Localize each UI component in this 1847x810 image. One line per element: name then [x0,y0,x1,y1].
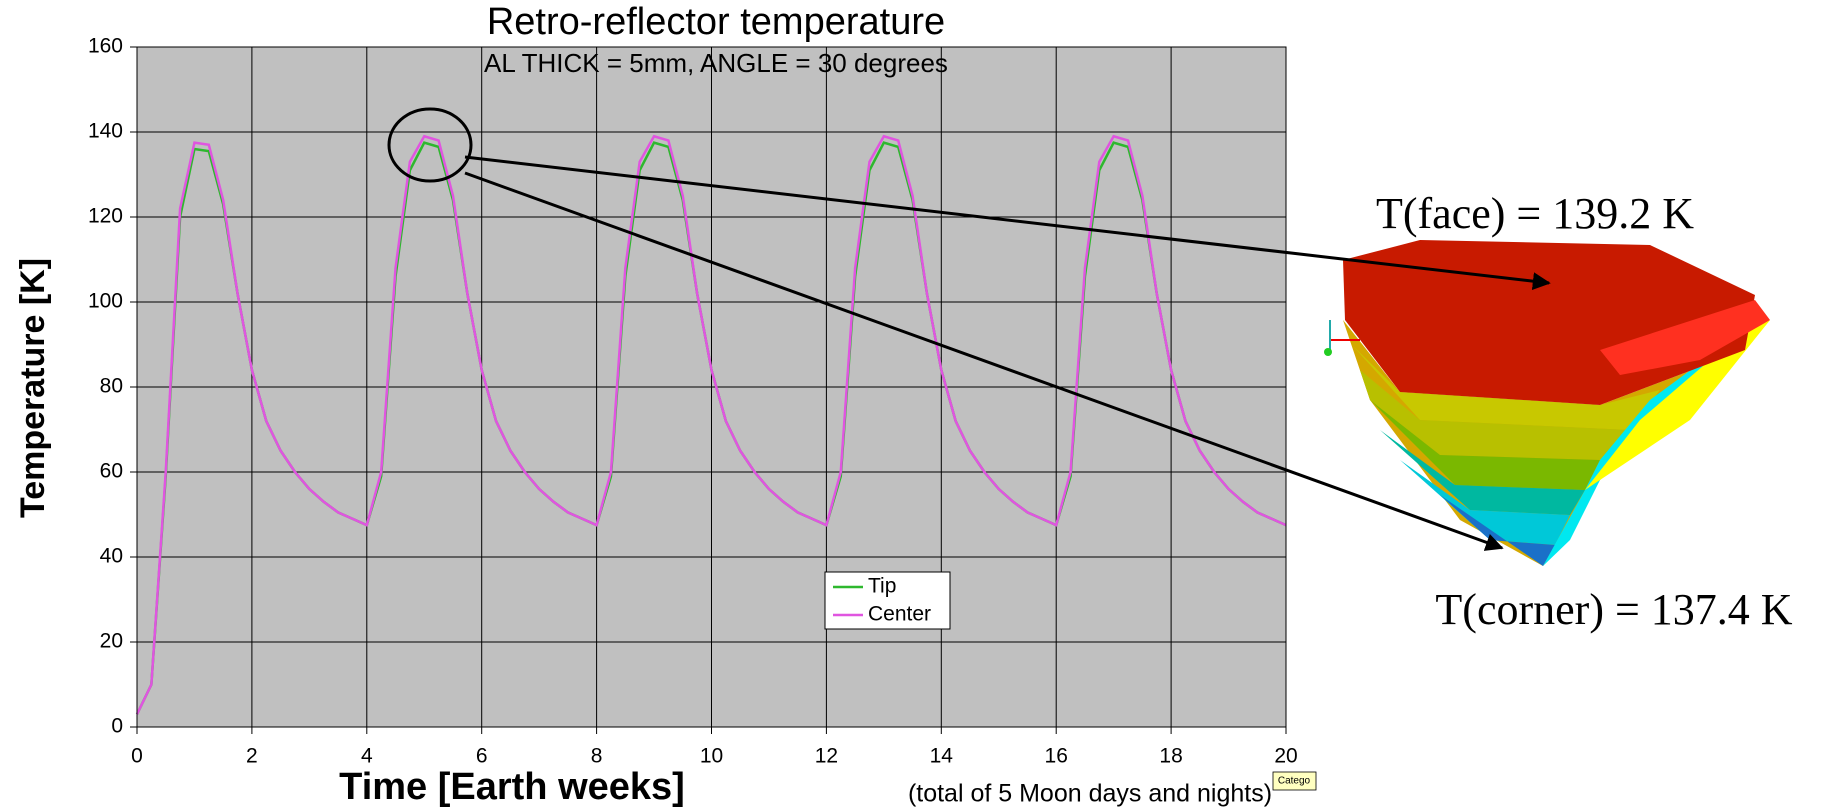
x-tick-label: 12 [815,745,838,768]
legend-label: Tip [868,575,896,598]
y-tick-label: 60 [100,460,123,483]
x-axis-label: Time [Earth weeks] [339,766,685,808]
annotation: T(face) = 139.2 K [1376,189,1694,238]
y-axis-label: Temperature [K] [14,258,52,518]
tooltip: Catego [1278,776,1311,787]
legend-label: Center [868,603,931,626]
y-tick-label: 80 [100,375,123,398]
chart: Retro-reflector temperature AL THICK = 5… [0,0,1847,810]
y-tick-label: 40 [100,545,123,568]
x-tick-label: 4 [361,745,373,768]
y-tick-label: 100 [88,290,123,313]
x-tick-label: 18 [1159,745,1182,768]
x-tick-label: 16 [1045,745,1068,768]
x-tick-label: 20 [1274,745,1297,768]
x-tick-label: 2 [246,745,258,768]
chart-title: Retro-reflector temperature [487,1,945,43]
x-tick-label: 6 [476,745,488,768]
x-tick-label: 8 [591,745,603,768]
annotation: T(corner) = 137.4 K [1435,585,1792,634]
y-tick-label: 20 [100,630,123,653]
x-tick-label: 0 [131,745,143,768]
y-tick-label: 0 [111,715,123,738]
chart-subtitle: AL THICK = 5mm, ANGLE = 30 degrees [484,48,948,78]
retro-reflector-render [1324,240,1770,566]
y-tick-label: 120 [88,205,123,228]
x-tick-label: 10 [700,745,723,768]
y-tick-label: 140 [88,120,123,143]
x-tick-label: 14 [930,745,954,768]
note: (total of 5 Moon days and nights) [908,780,1272,808]
y-tick-label: 160 [88,35,123,58]
